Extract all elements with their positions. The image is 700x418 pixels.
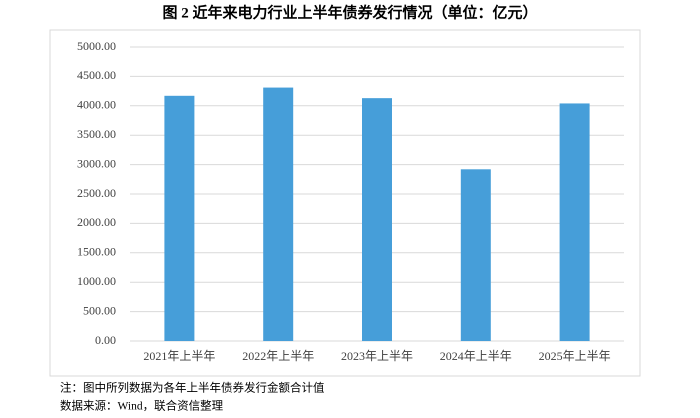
- bar: [362, 98, 392, 341]
- chart-title: 图 2 近年来电力行业上半年债券发行情况（单位：亿元）: [162, 3, 537, 21]
- y-tick-label: 5000.00: [77, 39, 116, 53]
- x-tick-label: 2025年上半年: [539, 349, 611, 363]
- y-tick-label: 500.00: [83, 303, 116, 317]
- y-tick-label: 3500.00: [77, 127, 116, 141]
- y-tick-label: 0.00: [95, 333, 116, 347]
- y-tick-label: 2500.00: [77, 186, 116, 200]
- y-tick-label: 4000.00: [77, 98, 116, 112]
- x-tick-label: 2021年上半年: [143, 349, 215, 363]
- bar: [263, 87, 294, 342]
- source: 数据来源：Wind，联合资信整理: [60, 399, 224, 413]
- x-tick-label: 2022年上半年: [242, 349, 314, 363]
- x-tick-label: 2024年上半年: [440, 349, 512, 363]
- note: 注：图中所列数据为各年上半年债券发行金额合计值: [60, 381, 325, 395]
- bar: [460, 169, 491, 341]
- y-tick-label: 1000.00: [77, 274, 116, 288]
- x-tick-label: 2023年上半年: [341, 349, 413, 363]
- y-tick-label: 3000.00: [77, 156, 116, 170]
- y-tick-label: 1500.00: [77, 245, 116, 259]
- y-tick-label: 4500.00: [77, 68, 116, 82]
- chart-frame: [49, 29, 641, 377]
- bar: [164, 95, 195, 341]
- bar: [559, 103, 590, 341]
- y-tick-label: 2000.00: [77, 215, 116, 229]
